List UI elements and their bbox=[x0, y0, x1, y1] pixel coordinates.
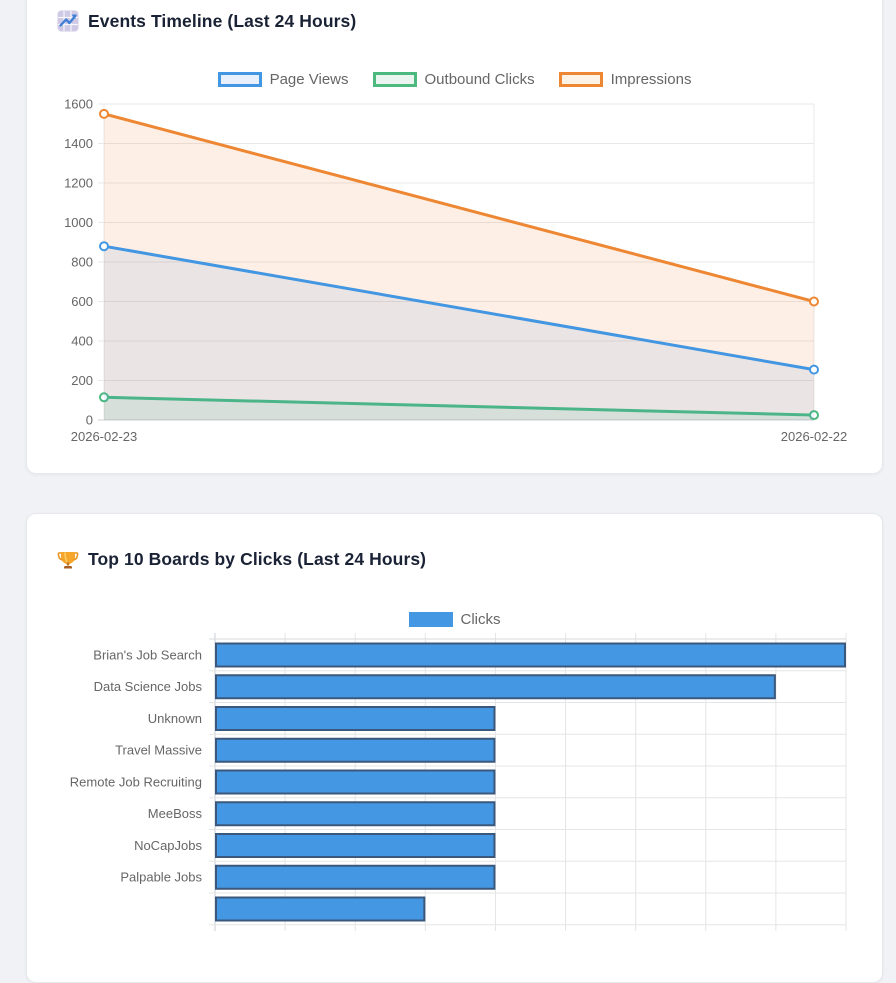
page-views-swatch bbox=[217, 72, 262, 87]
top-boards-header: Top 10 Boards by Clicks (Last 24 Hours) bbox=[57, 548, 426, 570]
trophy-icon bbox=[57, 552, 79, 569]
data-point[interactable] bbox=[809, 364, 819, 375]
events-timeline-card: Events Timeline (Last 24 Hours) Page Vie… bbox=[26, 0, 883, 474]
bar[interactable] bbox=[215, 706, 496, 731]
legend-item-clicks[interactable]: Clicks bbox=[408, 611, 501, 628]
clicks-swatch bbox=[408, 612, 453, 627]
clicks-label: Clicks bbox=[460, 611, 501, 628]
y-tick-label: 1600 bbox=[64, 97, 93, 112]
series-area bbox=[104, 113, 814, 420]
x-tick-label: 2026-02-23 bbox=[71, 429, 138, 444]
series-area bbox=[104, 246, 814, 420]
y-tick-label: 0 bbox=[86, 413, 93, 428]
legend-item-outbound-clicks[interactable]: Outbound Clicks bbox=[372, 71, 535, 88]
data-point[interactable] bbox=[809, 296, 819, 307]
bar[interactable] bbox=[215, 833, 496, 858]
events-timeline-title: Events Timeline (Last 24 Hours) bbox=[88, 10, 357, 31]
category-label: Unknown bbox=[148, 711, 202, 726]
y-tick-label: 600 bbox=[71, 294, 93, 309]
page-views-label: Page Views bbox=[269, 71, 349, 88]
legend-item-impressions[interactable]: Impressions bbox=[558, 71, 692, 88]
bar[interactable] bbox=[215, 737, 496, 763]
x-tick-label: 2026-02-22 bbox=[781, 429, 848, 444]
y-tick-label: 1200 bbox=[64, 176, 93, 191]
top-boards-card: Top 10 Boards by Clicks (Last 24 Hours) … bbox=[26, 513, 883, 983]
category-label: Brian's Job Search bbox=[93, 647, 202, 662]
top-boards-chart[interactable]: Brian's Job Search Data Science Jobs Unkno… bbox=[27, 631, 884, 931]
legend-item-page-views[interactable]: Page Views bbox=[217, 71, 349, 88]
category-label: MeeBoss bbox=[148, 806, 203, 821]
y-tick-label: 1400 bbox=[64, 136, 93, 151]
series-line bbox=[102, 395, 816, 417]
impressions-swatch bbox=[558, 72, 603, 87]
category-label: Remote Job Recruiting bbox=[70, 774, 202, 789]
category-label: NoCapJobs bbox=[134, 838, 202, 853]
bar[interactable] bbox=[215, 801, 496, 827]
series-line bbox=[102, 244, 816, 372]
data-point[interactable] bbox=[809, 410, 819, 421]
category-label: Palpable Jobs bbox=[120, 870, 202, 885]
bar[interactable] bbox=[215, 642, 846, 668]
bar[interactable] bbox=[215, 769, 496, 795]
chart-increasing-icon bbox=[57, 10, 79, 32]
series-line bbox=[102, 112, 816, 303]
y-tick-label: 400 bbox=[71, 334, 93, 349]
data-point[interactable] bbox=[99, 241, 109, 252]
top-boards-title: Top 10 Boards by Clicks (Last 24 Hours) bbox=[88, 548, 427, 569]
bar[interactable] bbox=[215, 674, 776, 700]
category-label: Travel Massive bbox=[115, 743, 202, 758]
y-tick-label: 1000 bbox=[64, 215, 93, 230]
impressions-label: Impressions bbox=[610, 71, 692, 88]
data-point[interactable] bbox=[99, 108, 109, 119]
events-timeline-header: Events Timeline (Last 24 Hours) bbox=[57, 10, 356, 32]
data-point[interactable] bbox=[99, 392, 109, 403]
outbound-clicks-label: Outbound Clicks bbox=[424, 71, 535, 88]
category-label: Data Science Jobs bbox=[94, 679, 203, 694]
boards-legend: Clicks bbox=[27, 611, 882, 628]
events-timeline-chart[interactable]: 0 200 400 600 800 1000 1200 1400 1600 2026-02-23 2… bbox=[27, 96, 884, 461]
timeline-legend: Page Views Outbound Clicks Impressions bbox=[27, 71, 882, 88]
outbound-clicks-swatch bbox=[372, 72, 417, 87]
y-tick-label: 800 bbox=[71, 255, 93, 270]
bar[interactable] bbox=[215, 896, 426, 922]
bar[interactable] bbox=[215, 864, 496, 890]
y-tick-label: 200 bbox=[71, 373, 93, 388]
